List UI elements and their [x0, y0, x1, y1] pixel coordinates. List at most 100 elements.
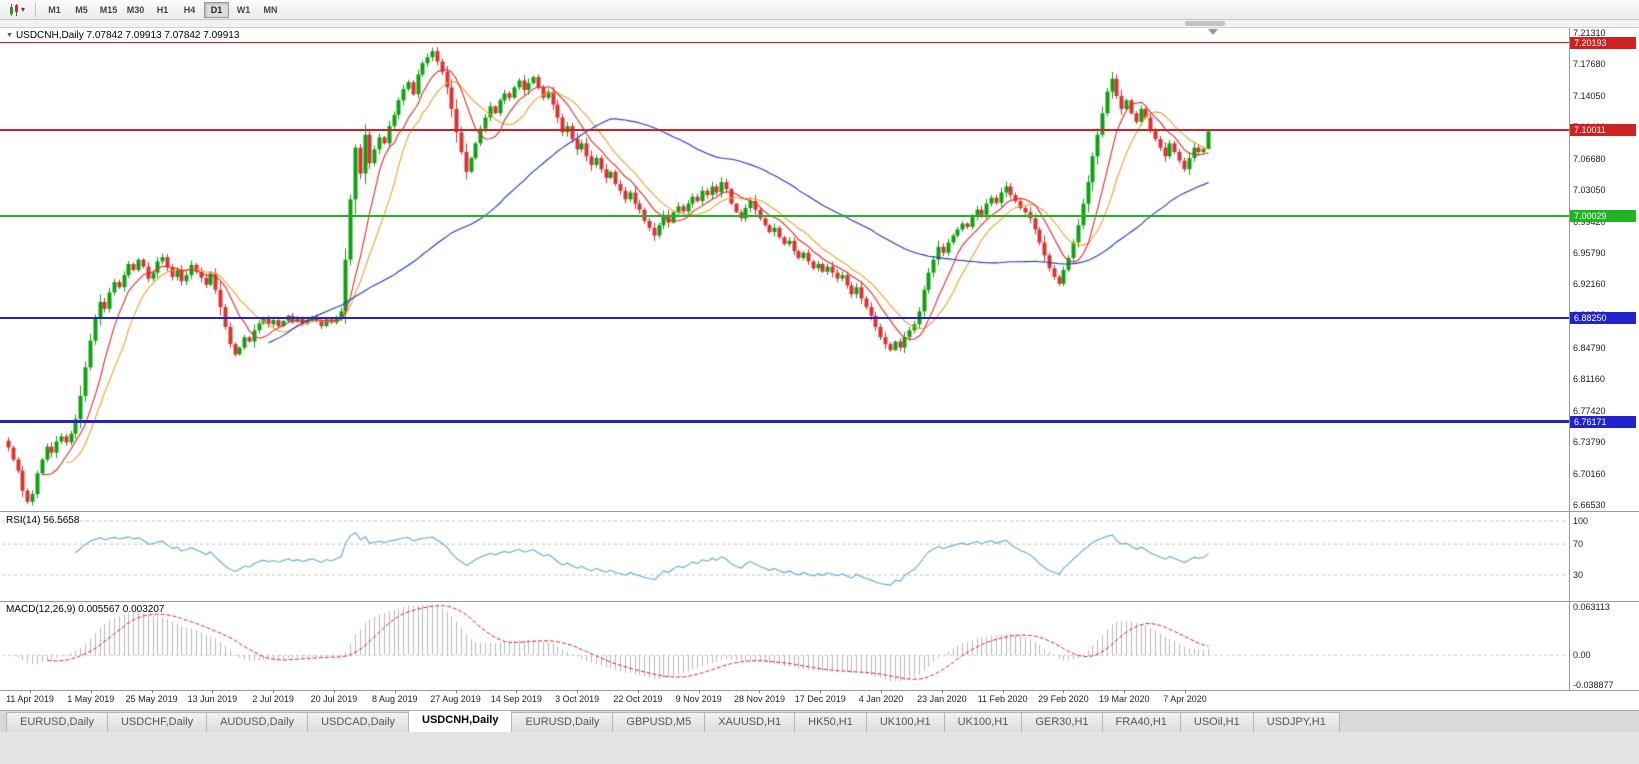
date-axis-tick	[941, 690, 943, 693]
date-axis-tick	[577, 690, 579, 693]
date-axis-tick	[516, 690, 518, 693]
date-axis-label: 1 May 2019	[67, 694, 115, 704]
price-line-badge: 7.20193	[1570, 36, 1636, 49]
price-axis-label: 7.03050	[1573, 185, 1606, 196]
chart-type-button[interactable]: ▾	[5, 3, 29, 17]
chart-tab-eurusd-daily[interactable]: EURUSD,Daily	[6, 712, 108, 732]
price-line-badge: 6.76171	[1570, 415, 1636, 428]
date-axis-tick	[881, 690, 883, 693]
date-axis-label: 14 Sep 2019	[490, 694, 542, 704]
date-axis-tick	[698, 690, 700, 693]
date-axis-label: 11 Feb 2020	[977, 694, 1028, 704]
date-axis-tick	[1002, 690, 1004, 693]
price-line-7.10011[interactable]	[0, 129, 1569, 132]
chart-tabs-bar: EURUSD,Daily USDCHF,Daily AUDUSD,Daily USDC…	[0, 710, 1639, 732]
rsi-axis-label: 100	[1573, 516, 1589, 526]
price-axis-line	[1569, 28, 1570, 690]
price-axis-label: 7.21310	[1573, 28, 1606, 38]
price-axis-label: 6.95790	[1573, 247, 1606, 258]
date-axis-label: 17 Dec 2019	[794, 694, 846, 704]
price-line-7.20193[interactable]	[0, 42, 1569, 44]
date-axis-tick	[637, 690, 639, 693]
price-axis-label: 6.77420	[1573, 406, 1606, 417]
chart-tab-uk100-h1[interactable]: UK100,H1	[865, 712, 945, 732]
price-axis-label: 6.66530	[1573, 499, 1606, 510]
date-axis-label: 29 Feb 2020	[1038, 694, 1089, 704]
date-axis-tick	[1124, 690, 1126, 693]
collapse-triangle-icon[interactable]: ▼	[6, 32, 13, 39]
date-axis-label: 4 Jan 2020	[858, 694, 904, 704]
price-axis-label: 6.84790	[1573, 342, 1606, 353]
chart-title-text: USDCNH,Daily 7.07842 7.09913 7.07842 7.0…	[15, 30, 240, 41]
top-toolbar: ▾ M1 M5 M15 M30 H1 H4 D1 W1 MN	[0, 0, 1639, 20]
macd-axis-label: 0.063113	[1573, 602, 1610, 613]
timeframe-button-mn[interactable]: MN	[263, 4, 278, 15]
date-axis-label: 11 Apr 2019	[6, 694, 54, 704]
rsi-axis-label: 70	[1573, 539, 1584, 550]
date-axis-label: 9 Nov 2019	[675, 694, 722, 704]
timeframe-button-h1[interactable]: H1	[156, 4, 169, 15]
date-axis-label: 2 Jul 2019	[252, 694, 294, 704]
timeframe-button-d1[interactable]: D1	[204, 1, 230, 18]
date-axis-label: 28 Nov 2019	[733, 694, 785, 704]
macd-axis-label: 0.00	[1573, 650, 1591, 661]
price-chart-canvas[interactable]	[0, 28, 1569, 690]
chart-tab-fra40-h1[interactable]: FRA40,H1	[1101, 712, 1181, 732]
date-axis-label: 23 Jan 2020	[917, 694, 967, 704]
date-axis-label: 27 Aug 2019	[430, 694, 481, 704]
chart-window: ▼ USDCNH,Daily 7.07842 7.09913 7.07842 7.…	[0, 28, 1639, 710]
date-axis-tick	[455, 690, 457, 693]
price-axis-label: 7.17680	[1573, 59, 1606, 70]
timeframe-buttons: M1 M5 M15 M30 H1 H4 D1 W1 MN	[42, 1, 283, 18]
scrollbar-thumb[interactable]	[1185, 21, 1225, 26]
timeframe-button-w1[interactable]: W1	[236, 4, 251, 15]
date-axis-label: 22 Oct 2019	[613, 694, 663, 704]
date-axis-tick	[333, 690, 335, 693]
chart-tab-audusd-daily[interactable]: AUDUSD,Daily	[206, 712, 309, 732]
timeframe-button-m1[interactable]: M1	[48, 4, 61, 15]
date-axis-tick	[1063, 690, 1065, 693]
date-axis-tick	[212, 690, 214, 693]
date-axis-label: 8 Aug 2019	[371, 694, 418, 704]
price-axis-label: 6.70160	[1573, 468, 1606, 479]
price-axis-label: 6.81160	[1573, 373, 1605, 384]
chart-tab-uk100-h1[interactable]: UK100,H1	[943, 712, 1023, 732]
macd-indicator-label: MACD(12,26,9) 0.005567 0.003207	[6, 604, 165, 615]
date-axis-tick	[820, 690, 822, 693]
chart-title: ▼ USDCNH,Daily 7.07842 7.09913 7.07842 7.…	[6, 30, 239, 41]
timeframe-button-m5[interactable]: M5	[75, 4, 88, 15]
date-axis-tick	[151, 690, 153, 693]
date-axis-label: 7 Apr 2020	[1163, 694, 1207, 704]
timeframe-button-m15[interactable]: M15	[99, 4, 118, 15]
chevron-down-icon: ▾	[21, 5, 26, 14]
toolbar-separator	[35, 2, 37, 17]
price-line-badge: 6.88250	[1570, 311, 1636, 324]
chart-scrollbar	[0, 20, 1639, 28]
chart-tab-usoil-h1[interactable]: USOil,H1	[1179, 712, 1254, 732]
chart-tab-usdcad-daily[interactable]: USDCAD,Daily	[307, 712, 410, 732]
chart-tab-usdcnh-daily[interactable]: USDCNH,Daily	[408, 710, 513, 732]
date-axis-label: 20 Jul 2019	[310, 694, 358, 704]
price-line-6.76171[interactable]	[0, 420, 1569, 424]
price-line-7.00029[interactable]	[0, 215, 1569, 218]
chart-tab-xauusd-h1[interactable]: XAUUSD,H1	[704, 712, 796, 732]
chart-tab-hk50-h1[interactable]: HK50,H1	[794, 712, 867, 732]
timeframe-button-m30[interactable]: M30	[126, 4, 145, 15]
date-axis-tick	[273, 690, 275, 693]
price-axis-label: 6.73790	[1573, 437, 1606, 448]
chart-tab-eurusd-daily[interactable]: EURUSD,Daily	[511, 712, 614, 732]
price-line-6.88250[interactable]	[0, 316, 1569, 319]
date-axis-tick	[30, 690, 31, 693]
date-axis-label: 13 Jun 2019	[187, 694, 238, 704]
price-line-badge: 7.00029	[1570, 210, 1636, 223]
date-axis-tick	[759, 690, 761, 693]
chart-tab-ger30-h1[interactable]: GER30,H1	[1021, 712, 1103, 732]
chart-tab-gbpusd-m5[interactable]: GBPUSD,M5	[612, 712, 706, 732]
date-axis-tick	[1185, 690, 1186, 693]
rsi-axis-label: 30	[1573, 569, 1584, 580]
date-axis-tick	[90, 690, 92, 693]
chart-tab-usdchf-daily[interactable]: USDCHF,Daily	[106, 712, 208, 732]
date-axis-label: 25 May 2019	[125, 694, 178, 704]
chart-tab-usdjpy-h1[interactable]: USDJPY,H1	[1252, 712, 1340, 732]
timeframe-button-h4[interactable]: H4	[183, 4, 196, 15]
